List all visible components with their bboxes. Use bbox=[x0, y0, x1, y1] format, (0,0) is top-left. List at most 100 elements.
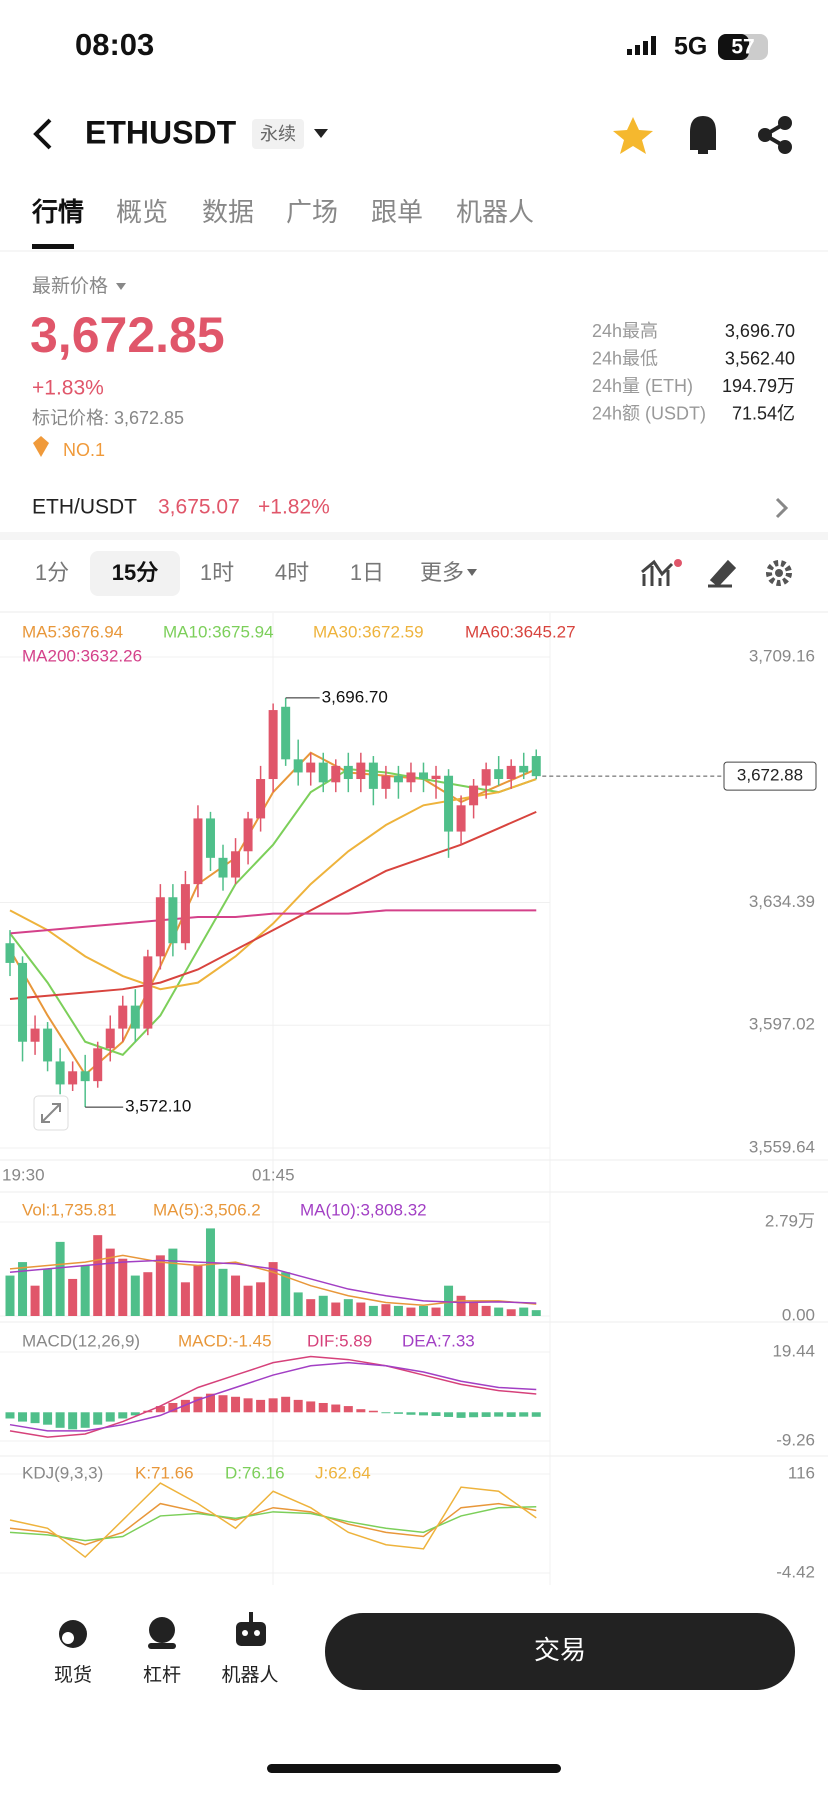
candle-body bbox=[444, 775, 454, 832]
volume-bar bbox=[431, 1307, 441, 1316]
interval[interactable]: 1日 bbox=[350, 560, 384, 585]
more-dropdown[interactable] bbox=[467, 569, 477, 576]
y-tick-label: -9.26 bbox=[776, 1430, 815, 1449]
chart-top bbox=[0, 611, 828, 613]
candle-body bbox=[30, 1028, 40, 1042]
macd-bar bbox=[506, 1412, 516, 1417]
macd-line-label: DIF:5.89 bbox=[307, 1331, 372, 1350]
expand-icon bbox=[41, 1103, 61, 1123]
battery-level bbox=[718, 34, 749, 60]
nav-label[interactable]: 现货 bbox=[54, 1664, 92, 1686]
macd-bar bbox=[481, 1412, 491, 1417]
candle-body bbox=[306, 762, 316, 773]
margin-icon[interactable] bbox=[148, 1617, 176, 1649]
trade-button[interactable] bbox=[325, 1613, 795, 1690]
macd-line bbox=[9, 1361, 537, 1432]
tab-underline bbox=[32, 244, 74, 249]
macd-bar bbox=[293, 1399, 303, 1413]
candle-body bbox=[368, 762, 378, 789]
tab[interactable]: 广场 bbox=[286, 197, 338, 227]
interval[interactable]: 1分 bbox=[35, 560, 69, 585]
candle-body bbox=[381, 775, 391, 789]
tab[interactable]: 行情 bbox=[31, 197, 84, 227]
candle-body bbox=[256, 779, 266, 819]
draw-icon[interactable] bbox=[708, 559, 737, 588]
kdj-line bbox=[9, 1506, 537, 1542]
section-gap bbox=[0, 532, 828, 540]
macd-bar bbox=[531, 1412, 541, 1417]
candle-body bbox=[180, 884, 190, 944]
share-icon[interactable] bbox=[758, 116, 792, 154]
candle-body bbox=[393, 775, 403, 783]
candle-body bbox=[18, 962, 28, 1042]
price-dropdown[interactable] bbox=[116, 283, 126, 290]
macd-bar bbox=[331, 1404, 341, 1413]
tab[interactable]: 跟单 bbox=[371, 197, 423, 227]
macd-bar bbox=[318, 1402, 328, 1413]
symbol-dropdown[interactable] bbox=[314, 129, 328, 138]
y-tick-label: 0.00 bbox=[782, 1305, 815, 1324]
ma-label: MA10:3675.94 bbox=[163, 622, 274, 641]
volume-bar bbox=[444, 1285, 454, 1316]
volume-bar bbox=[406, 1307, 416, 1316]
macd-bar bbox=[406, 1412, 416, 1415]
x-tick-label: 19:30 bbox=[2, 1165, 45, 1184]
indicator-icon[interactable] bbox=[641, 559, 674, 586]
volume-bar bbox=[30, 1285, 40, 1316]
nav-label[interactable]: 机器人 bbox=[221, 1664, 278, 1686]
candle-body bbox=[431, 775, 441, 780]
macd-bar bbox=[306, 1401, 316, 1413]
candle-body bbox=[531, 756, 541, 777]
interval[interactable]: 4时 bbox=[275, 560, 309, 585]
price-change: +1.83% bbox=[32, 377, 104, 400]
interval[interactable]: 更多 bbox=[420, 560, 464, 585]
volume-bar bbox=[155, 1255, 165, 1316]
bot-icon[interactable] bbox=[236, 1612, 266, 1646]
interval[interactable]: 15分 bbox=[112, 560, 158, 585]
macd-bar bbox=[418, 1412, 428, 1416]
macd-line bbox=[9, 1355, 537, 1438]
ma-label: MA200:3632.26 bbox=[22, 646, 142, 665]
macd-bar bbox=[5, 1412, 15, 1419]
symbol[interactable]: ETHUSDT bbox=[85, 114, 237, 150]
tab[interactable]: 概览 bbox=[116, 197, 168, 227]
volume-bar bbox=[343, 1299, 353, 1316]
volume-bar bbox=[281, 1272, 291, 1316]
stat-value: 194.79万 bbox=[722, 376, 795, 396]
y-tick-label: -4.42 bbox=[776, 1562, 815, 1581]
spot-icon[interactable] bbox=[59, 1620, 87, 1648]
nav-label[interactable]: 杠杆 bbox=[143, 1664, 181, 1686]
volume-bar bbox=[130, 1275, 140, 1316]
settings-icon[interactable] bbox=[766, 560, 792, 586]
candle-body bbox=[406, 772, 416, 783]
macd-bar bbox=[243, 1398, 253, 1413]
status-time: 08:03 bbox=[75, 27, 154, 62]
pair-change: +1.82% bbox=[258, 496, 330, 519]
candle-body bbox=[55, 1061, 65, 1085]
favorite-star[interactable] bbox=[613, 117, 653, 154]
candle-body bbox=[218, 857, 228, 878]
ma-label: MA30:3672.59 bbox=[313, 622, 424, 641]
tab[interactable]: 数据 bbox=[202, 197, 254, 227]
macd-bar bbox=[193, 1396, 203, 1413]
macd-bar bbox=[205, 1393, 215, 1413]
interval[interactable]: 1时 bbox=[200, 560, 234, 585]
volume-bar bbox=[531, 1310, 541, 1316]
volume-bar bbox=[481, 1305, 491, 1316]
stat-label: 24h量 (ETH) bbox=[592, 376, 693, 396]
volume-label: Vol:1,735.81 bbox=[22, 1200, 117, 1219]
volume-bar bbox=[456, 1295, 466, 1316]
trade-button-label[interactable]: 交易 bbox=[534, 1635, 586, 1665]
macd-bar bbox=[256, 1399, 266, 1413]
tab[interactable]: 机器人 bbox=[456, 197, 534, 227]
pair-chevron[interactable] bbox=[775, 497, 789, 519]
stat-value: 71.54亿 bbox=[732, 403, 795, 423]
volume-bar bbox=[143, 1272, 153, 1316]
back-button[interactable] bbox=[33, 118, 52, 150]
current-price-label: 3,672.88 bbox=[737, 766, 803, 785]
alert-bell[interactable] bbox=[690, 115, 716, 154]
macd-bar bbox=[68, 1412, 78, 1430]
price-label: 最新价格 bbox=[32, 275, 108, 297]
y-tick-label: 3,709.16 bbox=[749, 646, 815, 665]
candle-body bbox=[231, 851, 241, 878]
